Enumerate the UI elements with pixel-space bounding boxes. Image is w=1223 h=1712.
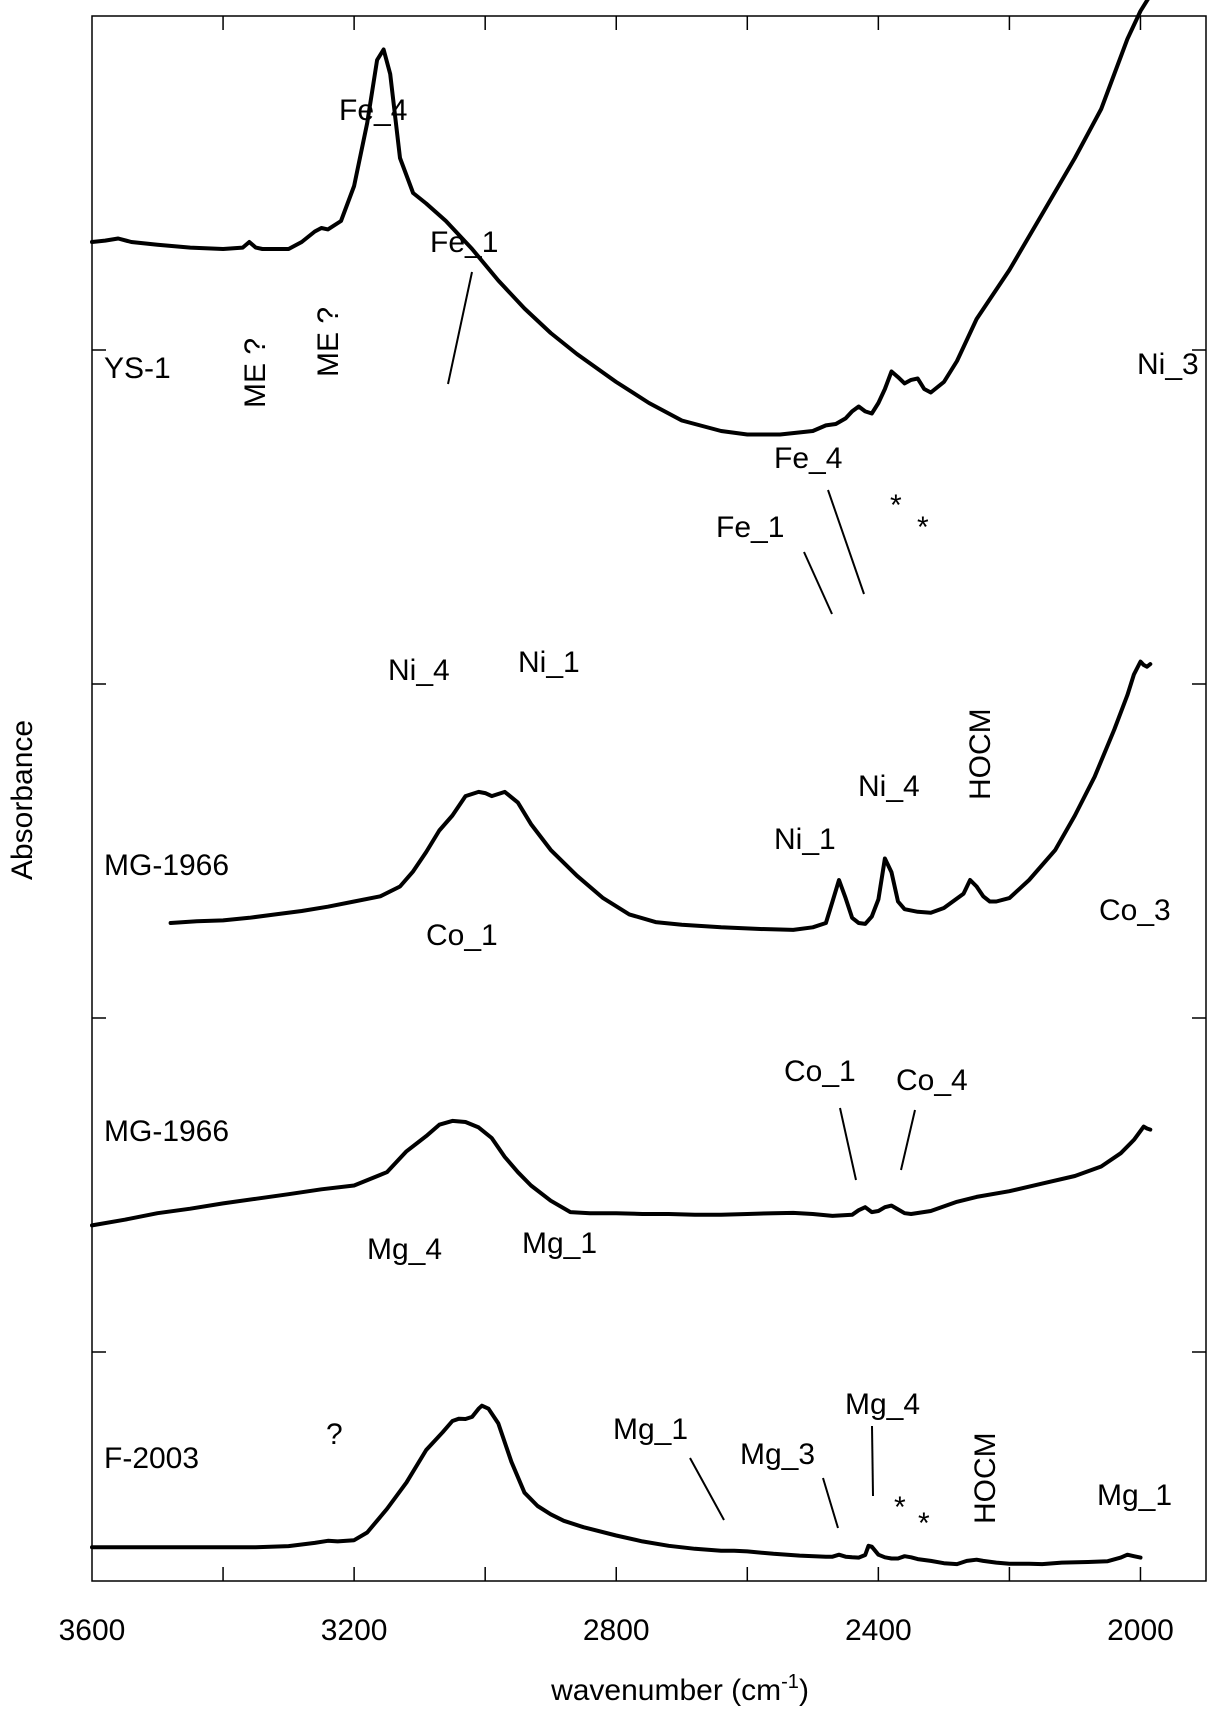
label-f2003: F-2003	[104, 1442, 199, 1475]
leader-ys1-fe1-high	[447, 271, 473, 385]
label-co4: Co_4	[896, 1064, 968, 1097]
label-mg1-mid: Mg_1	[613, 1413, 688, 1446]
label-mg3: Mg_3	[740, 1438, 815, 1471]
y-axis-label: Absorbance	[6, 720, 39, 880]
label-me-2: ME ?	[312, 307, 345, 377]
label-fe4-low: Fe_4	[774, 442, 842, 475]
labels-f2003: F-2003 ? Mg_4 Mg_1 Mg_1 Mg_3 Mg_4 * * HO…	[104, 1227, 1172, 1540]
spectrum-line-2	[168, 659, 1153, 932]
x-tick-label: 2800	[583, 1614, 650, 1647]
label-fe1-high: Fe_1	[430, 226, 498, 259]
label-hocm-2: HOCM	[969, 1432, 1002, 1524]
label-fe4-high: Fe_4	[339, 94, 407, 127]
label-mg1966-a: MG-1966	[104, 849, 229, 882]
label-asterisk-1: *	[890, 489, 902, 522]
plot-frame	[91, 15, 1207, 1582]
label-mg4-low: Mg_4	[845, 1388, 920, 1421]
label-mg4-high: Mg_4	[367, 1233, 442, 1266]
leader-co1	[839, 1107, 857, 1181]
label-asterisk-3: *	[894, 1491, 906, 1524]
leader-ys1-fe1-low	[803, 551, 833, 615]
annotation-leader-lines	[447, 271, 916, 1529]
label-ni3: Ni_3	[1137, 348, 1199, 381]
labels-mg1966-co: MG-1966 Co_1 Co_1 Co_4 Co_3	[104, 894, 1171, 1148]
labels-ys1: YS-1 ME ? ME ? Fe_4 Fe_1 Fe_4 Fe_1 * * N…	[104, 94, 1199, 544]
leader-co4	[900, 1109, 916, 1171]
label-mg1-right: Mg_1	[1097, 1479, 1172, 1512]
leader-ys1-fe4-low	[827, 489, 865, 595]
label-co1-low: Co_1	[784, 1055, 856, 1088]
x-tick-labels: 3600 3200 2800 2400 2000	[59, 1614, 1174, 1647]
label-asterisk-2: *	[917, 511, 929, 544]
label-question: ?	[326, 1418, 343, 1451]
label-fe1-low: Fe_1	[716, 511, 784, 544]
label-ni1-high: Ni_1	[518, 646, 580, 679]
x-tick-label: 2000	[1107, 1614, 1174, 1647]
spectra-traces	[90, 0, 1153, 1567]
spectrum-line-1	[90, 0, 1150, 437]
label-hocm-1: HOCM	[964, 708, 997, 800]
x-tick-label: 3200	[321, 1614, 388, 1647]
axis-ticks	[92, 16, 1206, 1581]
leader-mg1-low	[689, 1457, 725, 1521]
label-ys1: YS-1	[104, 352, 171, 385]
label-me-1: ME ?	[239, 338, 272, 408]
label-co1-high: Co_1	[426, 919, 498, 952]
label-asterisk-4: *	[918, 1507, 930, 1540]
label-mg1-high: Mg_1	[522, 1227, 597, 1260]
spectrum-line-3	[90, 1118, 1153, 1228]
x-tick-label: 3600	[59, 1614, 126, 1647]
label-ni1-low: Ni_1	[774, 823, 836, 856]
label-co3: Co_3	[1099, 894, 1171, 927]
labels-mg1966-ni: MG-1966 Ni_4 Ni_1 Ni_1 Ni_4 HOCM	[104, 646, 997, 882]
label-mg1966-b: MG-1966	[104, 1115, 229, 1148]
x-axis-label: wavenumber (cm-1)	[550, 1671, 809, 1707]
leader-mg4-low	[871, 1425, 874, 1497]
leader-mg3	[822, 1477, 839, 1529]
label-ni4-high: Ni_4	[388, 654, 450, 687]
label-ni4-low: Ni_4	[858, 770, 920, 803]
x-tick-label: 2400	[845, 1614, 912, 1647]
spectrum-line-4	[90, 1403, 1143, 1567]
